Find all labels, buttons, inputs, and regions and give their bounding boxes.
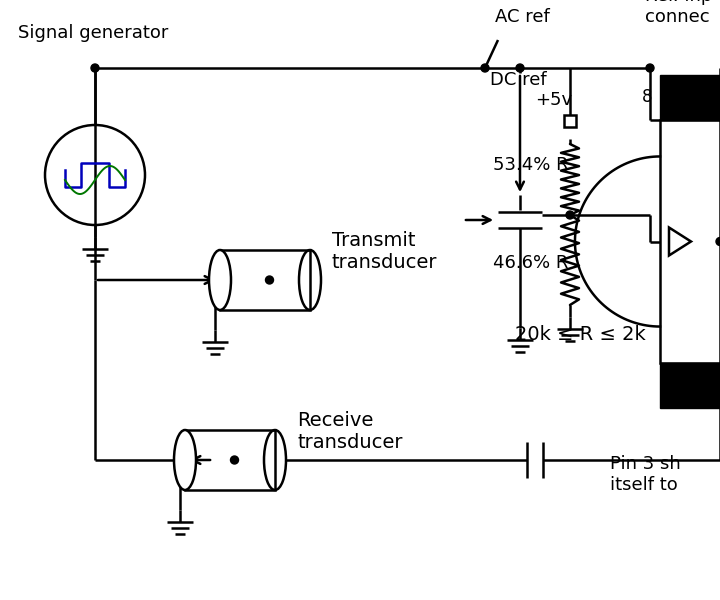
Text: 20k ≤ R ≤ 2k: 20k ≤ R ≤ 2k: [515, 325, 646, 344]
Bar: [220, 250, 310, 310]
Text: DC ref: DC ref: [490, 71, 546, 89]
Ellipse shape: [209, 250, 231, 310]
Circle shape: [481, 64, 489, 72]
Text: 53.4% R: 53.4% R: [493, 156, 569, 174]
Bar: [660, 75, 720, 120]
Text: +5v: +5v: [535, 91, 572, 109]
Text: 8: 8: [642, 88, 652, 106]
Circle shape: [566, 211, 574, 219]
Bar: [660, 363, 720, 408]
Text: Receive
transducer: Receive transducer: [297, 411, 402, 452]
Circle shape: [646, 64, 654, 72]
Text: 46.6% R: 46.6% R: [493, 254, 568, 272]
Text: Signal generator: Signal generator: [18, 24, 168, 42]
Text: Transmit
transducer: Transmit transducer: [332, 231, 438, 272]
Text: AC ref: AC ref: [495, 8, 550, 26]
Circle shape: [91, 64, 99, 72]
Bar: [564, 115, 576, 127]
Circle shape: [716, 238, 720, 245]
Circle shape: [266, 276, 274, 284]
Circle shape: [516, 64, 524, 72]
Text: Pin 3 sh
itself to: Pin 3 sh itself to: [610, 455, 680, 494]
Circle shape: [230, 456, 238, 464]
Ellipse shape: [174, 430, 196, 490]
Text: Ref. inp
connec: Ref. inp connec: [645, 0, 712, 26]
Bar: [660, 120, 720, 363]
Bar: [185, 430, 275, 490]
